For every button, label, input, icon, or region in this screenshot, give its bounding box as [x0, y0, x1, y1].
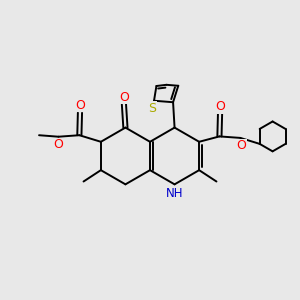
- Text: O: O: [119, 91, 129, 103]
- Text: O: O: [53, 138, 63, 151]
- Text: S: S: [148, 102, 157, 115]
- Text: O: O: [236, 140, 246, 152]
- Text: O: O: [75, 99, 85, 112]
- Text: O: O: [215, 100, 225, 113]
- Text: NH: NH: [166, 188, 183, 200]
